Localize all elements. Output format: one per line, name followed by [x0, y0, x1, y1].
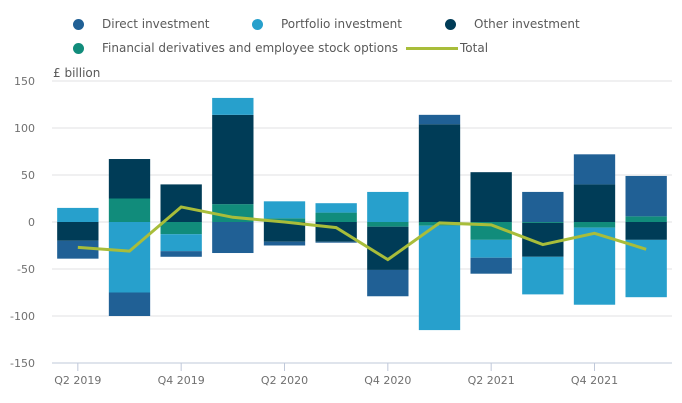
bar-direct[interactable] [212, 222, 254, 254]
legend-item-other-investment[interactable]: Other investment [445, 17, 580, 31]
legend-marker-total-line-icon [406, 46, 458, 50]
bar-direct[interactable] [470, 257, 512, 274]
bar-other[interactable] [263, 222, 306, 242]
bar-stack-q3-2019[interactable] [108, 159, 151, 317]
bar-stack-q2-2021[interactable] [470, 172, 512, 274]
bar-other[interactable] [57, 222, 99, 241]
bar-other[interactable] [212, 114, 254, 205]
bar-portfolio[interactable] [573, 227, 616, 305]
legend-item-total[interactable]: Total [406, 41, 488, 55]
bar-stack-q1-2021[interactable] [418, 114, 461, 331]
bar-portfolio[interactable] [160, 234, 202, 252]
total-line-layer [77, 205, 647, 262]
legend-marker-direct-investment-icon [73, 18, 84, 30]
x-tick-label: Q4 2020 [364, 374, 411, 387]
x-tick-label: Q2 2020 [261, 374, 308, 387]
bar-derivatives[interactable] [470, 222, 512, 240]
bar-portfolio[interactable] [212, 97, 254, 115]
bars [57, 97, 667, 331]
bar-direct[interactable] [263, 241, 306, 246]
total-line[interactable] [77, 205, 647, 262]
bar-derivatives[interactable] [367, 222, 409, 227]
bar-derivatives[interactable] [625, 216, 667, 222]
bar-direct[interactable] [160, 251, 202, 257]
x-tick-label: Q4 2021 [571, 374, 618, 387]
legend-item-direct-investment[interactable]: Direct investment [73, 17, 210, 31]
bar-derivatives[interactable] [160, 222, 202, 235]
bar-stack-q4-2019[interactable] [160, 184, 202, 257]
legend-item-financial-derivatives[interactable]: Financial derivatives and employee stock… [73, 41, 398, 55]
x-axis: Q2 2019 Q4 2019 Q2 2020 Q4 2020 Q2 2021 Q4 20… [52, 362, 672, 387]
y-tick-label: -50 [17, 263, 35, 276]
y-tick-label: 0 [28, 216, 35, 229]
y-tick-label: 150 [14, 75, 35, 88]
bar-stack-q1-2020[interactable] [212, 97, 254, 254]
bar-direct[interactable] [108, 292, 151, 317]
bar-derivatives[interactable] [263, 218, 306, 222]
legend-item-portfolio-investment[interactable]: Portfolio investment [252, 17, 402, 31]
y-tick-label: -150 [10, 357, 35, 370]
x-tick-label: Q2 2021 [468, 374, 515, 387]
bar-derivatives[interactable] [522, 222, 564, 223]
bar-portfolio[interactable] [418, 225, 461, 331]
bar-other[interactable] [418, 124, 461, 222]
bar-direct[interactable] [315, 241, 357, 243]
y-tick-label: 50 [21, 169, 35, 182]
bar-other[interactable] [108, 159, 151, 199]
bar-stack-q2-2019[interactable] [57, 207, 99, 259]
legend-marker-financial-derivatives-icon [73, 42, 84, 54]
bar-other[interactable] [625, 222, 667, 240]
bar-direct[interactable] [367, 269, 409, 297]
legend-label: Financial derivatives and employee stock… [102, 41, 398, 55]
y-axis-unit-label: £ billion [53, 66, 100, 80]
bar-other[interactable] [470, 172, 512, 222]
bar-derivatives[interactable] [573, 222, 616, 228]
bar-direct[interactable] [573, 154, 616, 185]
legend-marker-portfolio-investment-icon [252, 18, 263, 30]
bar-portfolio[interactable] [108, 222, 151, 293]
bar-derivatives[interactable] [108, 198, 151, 223]
bar-direct[interactable] [418, 114, 461, 125]
y-tick-label: 100 [14, 122, 35, 135]
bar-portfolio[interactable] [367, 191, 409, 222]
bar-portfolio[interactable] [522, 256, 564, 295]
bar-stack-q1-2022[interactable] [625, 175, 667, 298]
bar-stack-q2-2020[interactable] [263, 201, 306, 246]
x-tick-label: Q2 2019 [54, 374, 101, 387]
bar-direct[interactable] [522, 191, 564, 222]
bar-other[interactable] [160, 184, 202, 222]
bar-portfolio[interactable] [315, 203, 357, 213]
legend-label: Total [460, 41, 489, 55]
bar-direct[interactable] [57, 240, 99, 259]
bar-direct[interactable] [625, 175, 667, 217]
bar-portfolio[interactable] [57, 207, 99, 222]
x-tick-label: Q4 2019 [158, 374, 205, 387]
legend-label: Other investment [474, 17, 580, 31]
chart-legend: Direct investment Portfolio investment O… [0, 0, 682, 60]
bar-other[interactable] [573, 184, 616, 222]
bar-portfolio[interactable] [263, 201, 306, 219]
bar-portfolio[interactable] [625, 239, 667, 298]
bar-stack-q4-2021[interactable] [573, 154, 616, 305]
y-axis-ticks: 150 100 50 0 -50 -100 -150 [10, 75, 35, 370]
gridlines [52, 80, 672, 317]
legend-label: Direct investment [102, 17, 210, 31]
legend-marker-other-investment-icon [445, 18, 456, 30]
bar-stack-q4-2020[interactable] [367, 191, 409, 297]
bar-derivatives[interactable] [315, 212, 357, 222]
bar-portfolio[interactable] [470, 239, 512, 258]
legend-label: Portfolio investment [281, 17, 402, 31]
y-tick-label: -100 [10, 310, 35, 323]
